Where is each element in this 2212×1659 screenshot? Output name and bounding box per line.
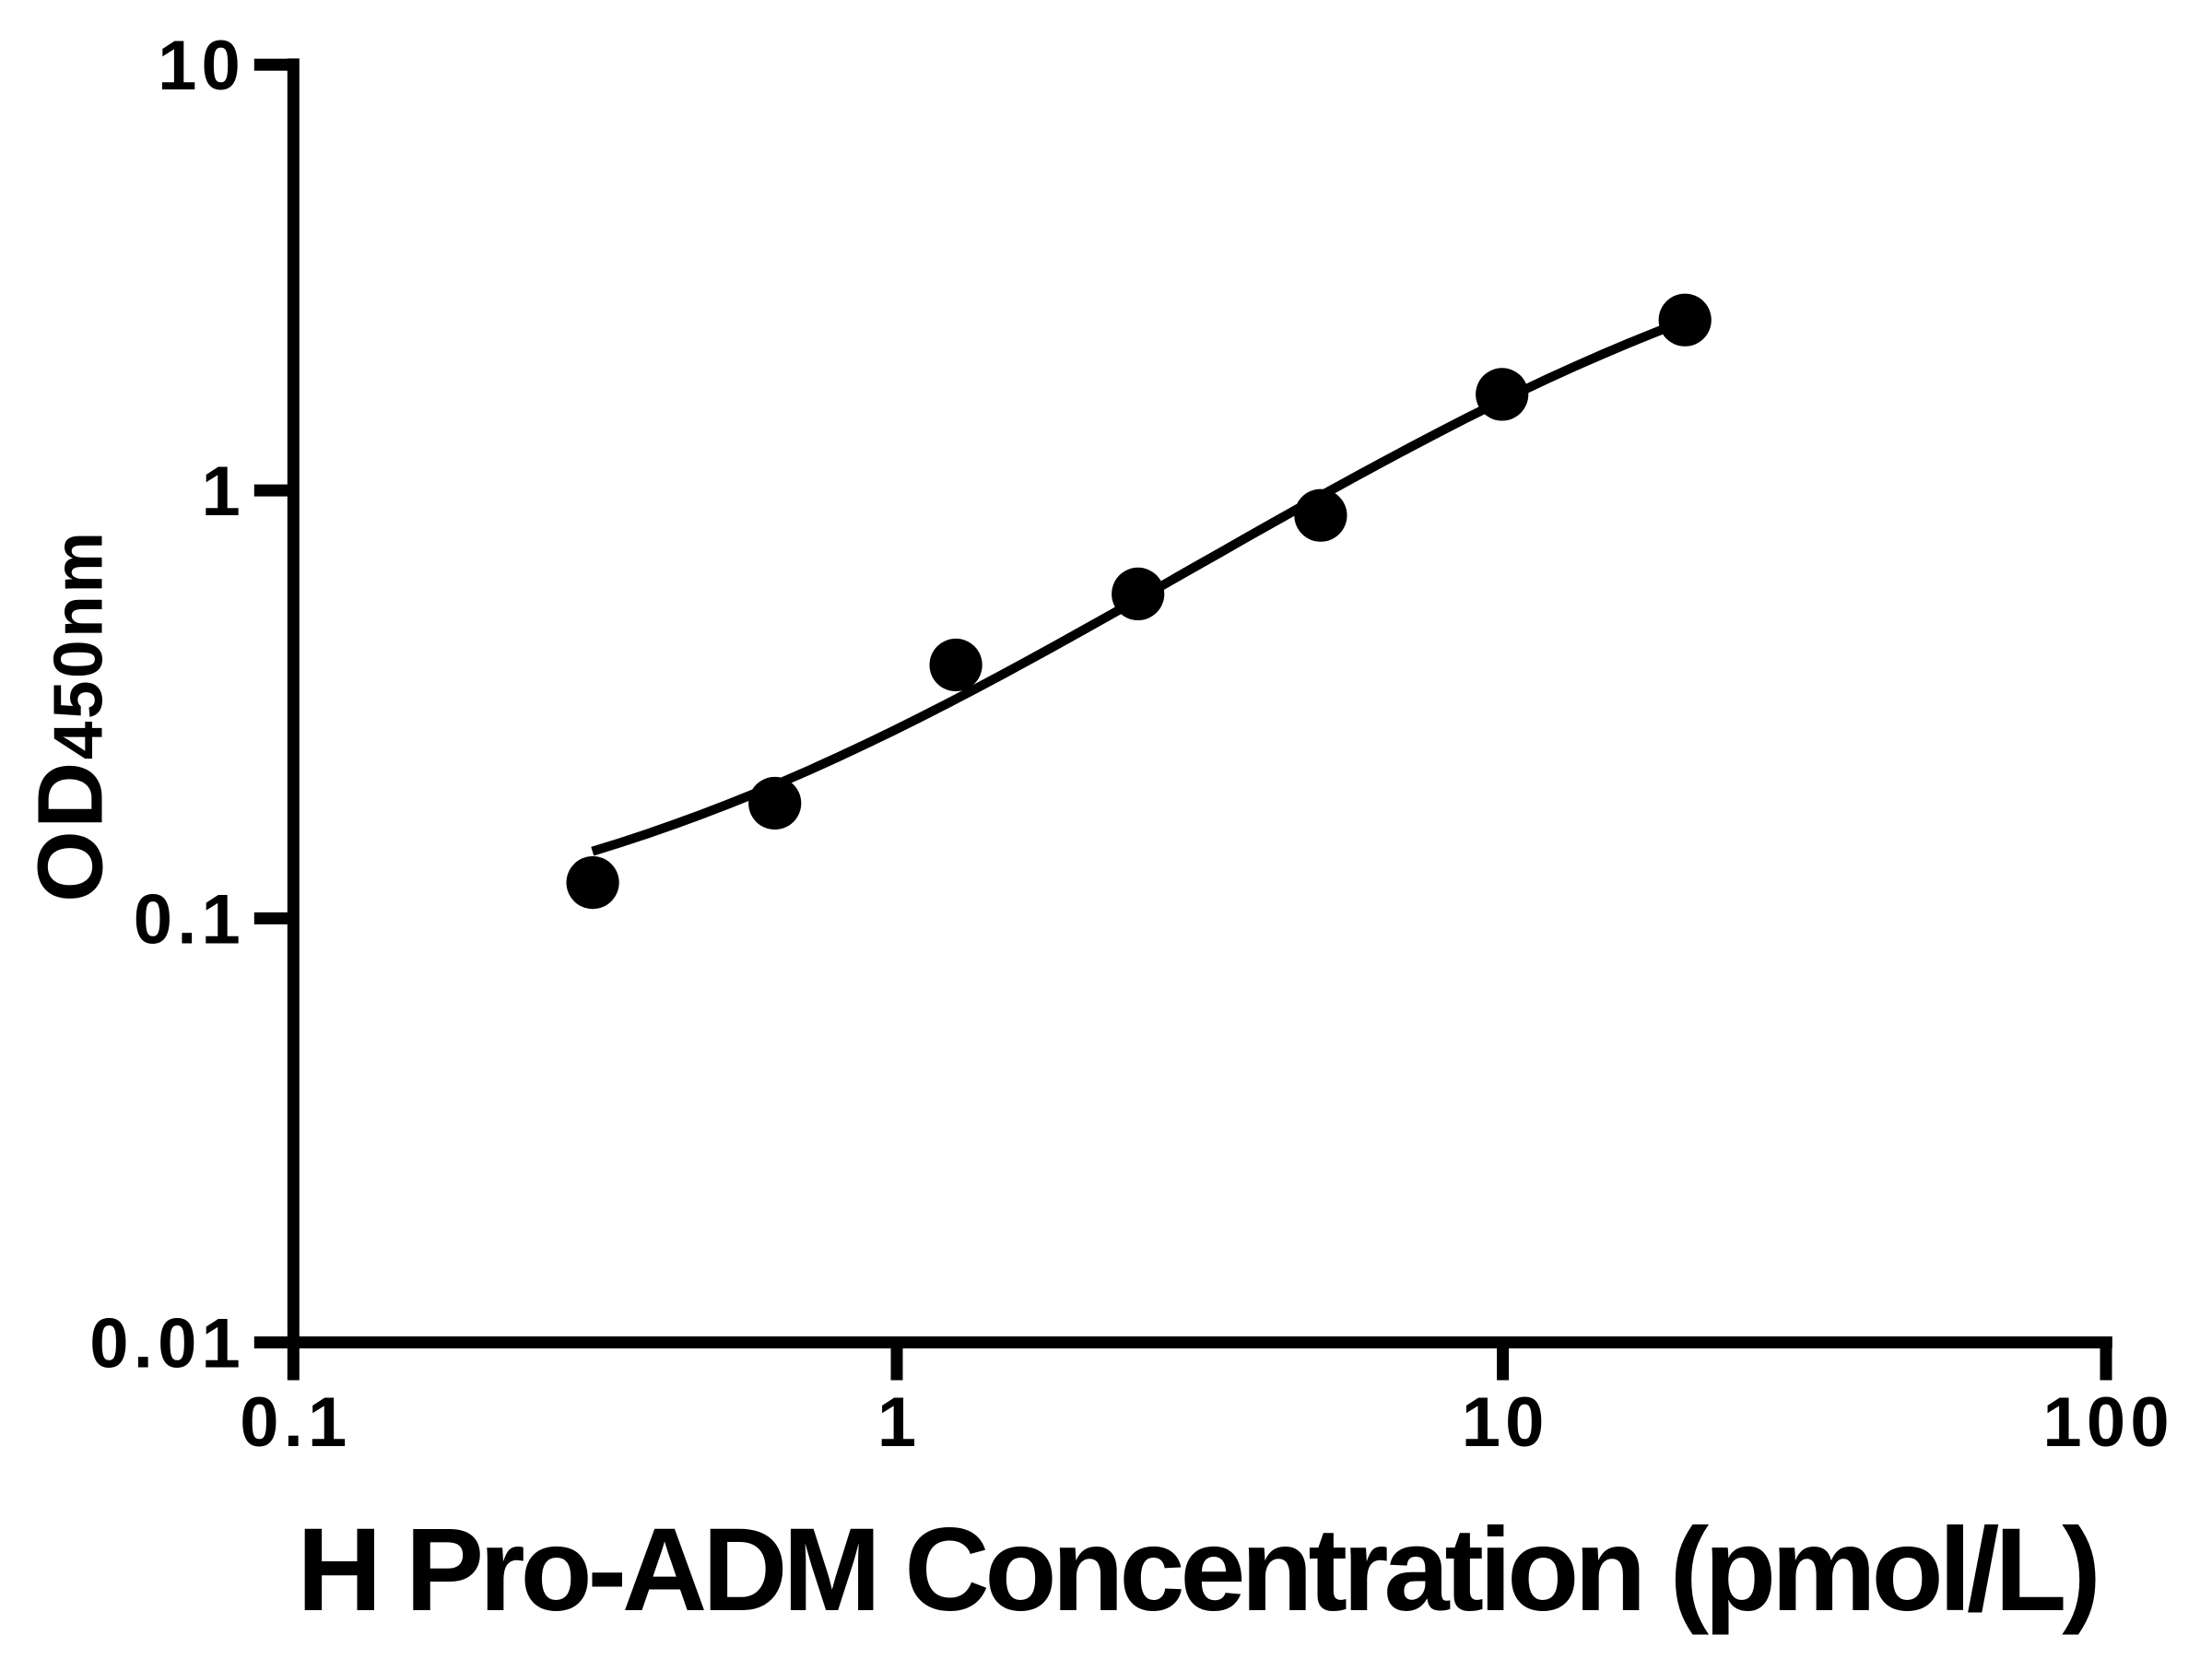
svg-text:H Pro-ADM Concentration (pmol/: H Pro-ADM Concentration (pmol/L) xyxy=(297,1504,2097,1636)
svg-text:10: 10 xyxy=(1462,1383,1549,1462)
svg-text:1: 1 xyxy=(877,1383,921,1462)
svg-text:10: 10 xyxy=(158,27,245,105)
svg-text:0.01: 0.01 xyxy=(89,1305,245,1383)
svg-text:1: 1 xyxy=(202,453,245,531)
svg-text:0.1: 0.1 xyxy=(134,880,245,959)
svg-text:0.1: 0.1 xyxy=(240,1383,351,1462)
svg-text:100: 100 xyxy=(2042,1383,2173,1462)
